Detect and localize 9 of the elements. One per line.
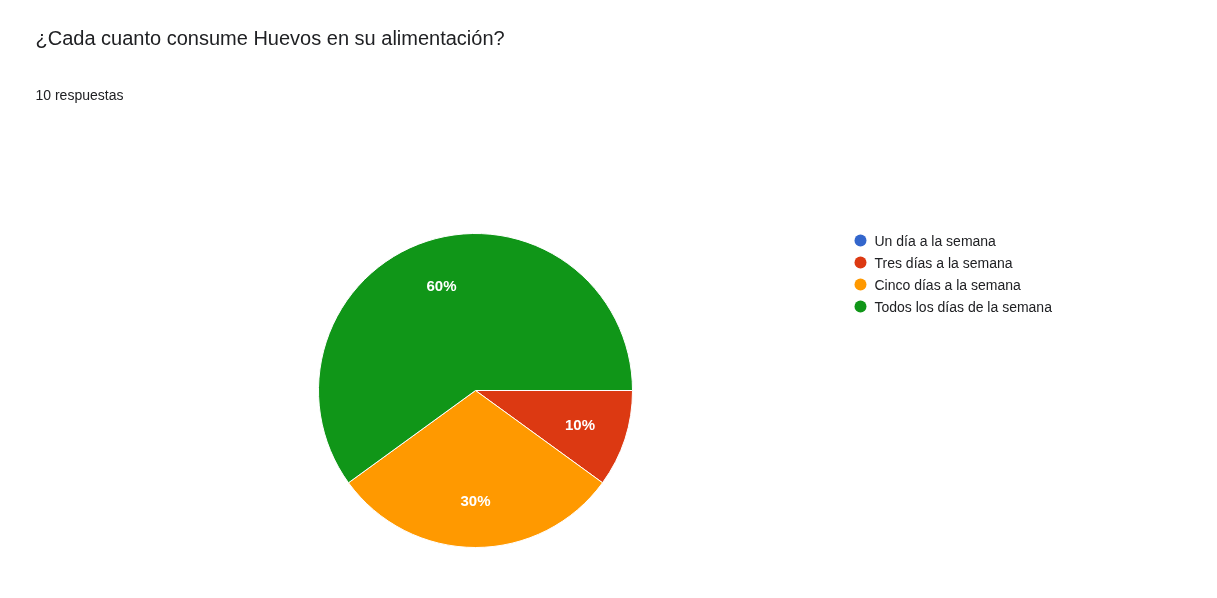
legend-label: Tres días a la semana xyxy=(874,254,1013,271)
data-label: 30% xyxy=(460,491,491,509)
legend-label: Cinco días a la semana xyxy=(874,276,1022,293)
legend-label: Un día a la semana xyxy=(874,232,997,249)
legend-label: Todos los días de la semana xyxy=(874,298,1053,315)
data-label: 10% xyxy=(565,415,596,433)
text: 10 respuestas xyxy=(35,86,124,103)
data-label: 60% xyxy=(426,277,457,295)
chart-title: ¿Cada cuanto consume Huevos en su alimentación? xyxy=(35,26,505,49)
